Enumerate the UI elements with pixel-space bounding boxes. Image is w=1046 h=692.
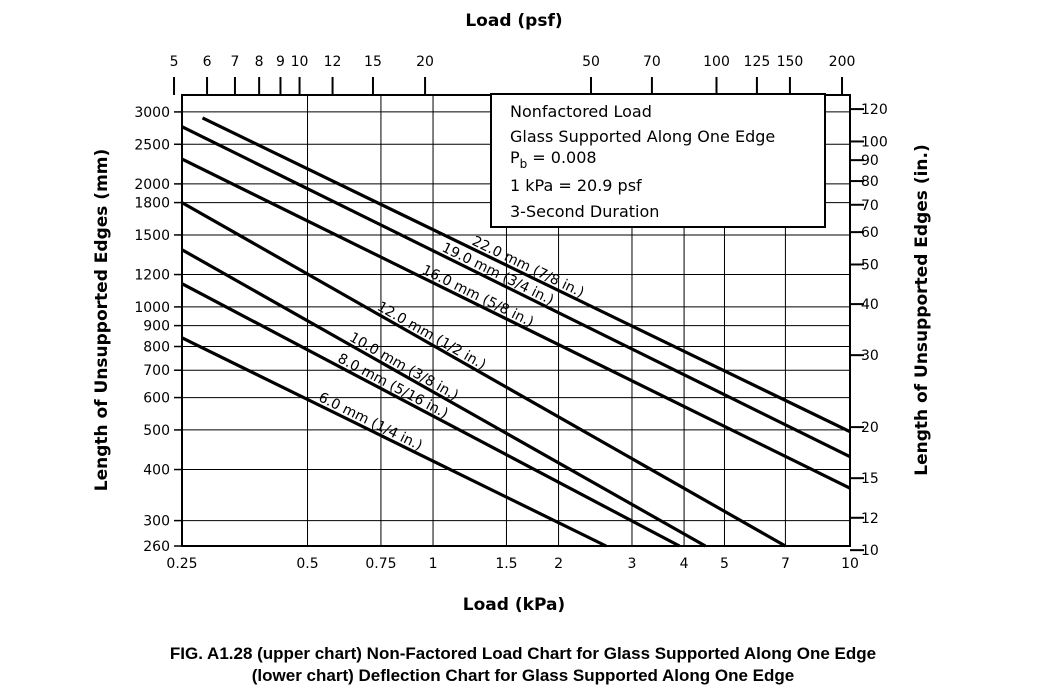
right-axis-ticks: 10 12 15 20 30 40 50 60 70 80 90 100 120 — [850, 102, 888, 559]
x-axis-ticks: 0.25 0.5 0.75 1 1.5 2 3 4 5 7 10 — [166, 556, 859, 572]
x-tick-label: 0.5 — [296, 556, 318, 572]
y-tick-label: 800 — [143, 340, 170, 356]
series-line — [181, 282, 681, 548]
top-tick-label: 125 — [744, 54, 771, 70]
x-tick-label: 0.25 — [166, 556, 197, 572]
top-tick-label: 20 — [416, 54, 434, 70]
series-line — [201, 116, 851, 434]
y-tick-label: 2500 — [134, 137, 170, 153]
right-tick-label: 10 — [861, 543, 879, 559]
legend-line-3: Pb = 0.008 — [510, 148, 597, 171]
pb-subscript: b — [520, 157, 528, 171]
right-tick-label: 20 — [861, 420, 879, 436]
right-tick-label: 90 — [861, 153, 879, 169]
x-tick-label: 0.75 — [365, 556, 396, 572]
top-tick-label: 8 — [255, 54, 264, 70]
left-axis-title: Length of Unsupported Edges (mm) — [92, 149, 112, 492]
top-tick-label: 15 — [364, 54, 382, 70]
top-tick-label: 6 — [203, 54, 212, 70]
right-axis-title: Length of Unsupported Edges (in.) — [912, 144, 932, 476]
x-axis-title: Load (kPa) — [463, 595, 565, 615]
y-axis-ticks: 260 300 400 500 600 700 800 900 1000 1200 1500 1800… — [134, 105, 182, 555]
series-line — [181, 248, 707, 548]
top-tick-label: 70 — [643, 54, 661, 70]
y-tick-label: 260 — [143, 539, 170, 555]
top-tick-label: 9 — [276, 54, 285, 70]
top-tick-label: 7 — [230, 54, 239, 70]
top-tick-label: 10 — [291, 54, 309, 70]
series-line — [181, 125, 851, 459]
pb-value: = 0.008 — [532, 148, 596, 167]
y-tick-label: 500 — [143, 423, 170, 439]
series-line — [181, 157, 851, 490]
y-tick-label: 600 — [143, 391, 170, 407]
right-tick-label: 60 — [861, 225, 879, 241]
top-tick-label: 200 — [829, 54, 856, 70]
top-tick-label: 150 — [777, 54, 804, 70]
x-tick-label: 5 — [720, 556, 729, 572]
grid — [181, 95, 851, 547]
x-tick-label: 4 — [680, 556, 689, 572]
right-tick-label: 100 — [861, 134, 888, 150]
x-tick-label: 2 — [554, 556, 563, 572]
y-tick-label: 1500 — [134, 228, 170, 244]
y-tick-label: 300 — [143, 514, 170, 530]
right-tick-label: 50 — [861, 257, 879, 273]
legend-box: Nonfactored Load Glass Supported Along O… — [490, 93, 826, 228]
y-tick-label: 1200 — [134, 268, 170, 284]
caption-line-1: FIG. A1.28 (upper chart) Non-Factored Lo… — [169, 644, 877, 663]
right-tick-label: 12 — [861, 511, 879, 527]
x-tick-label: 3 — [628, 556, 637, 572]
pb-symbol: P — [510, 148, 520, 167]
y-tick-label: 1800 — [134, 196, 170, 212]
right-tick-label: 40 — [861, 297, 879, 313]
y-tick-label: 400 — [143, 463, 170, 479]
top-tick-label: 12 — [324, 54, 342, 70]
y-tick-label: 2000 — [134, 177, 170, 193]
right-tick-label: 30 — [861, 348, 879, 364]
x-tick-label: 1.5 — [495, 556, 517, 572]
top-axis-title: Load (psf) — [465, 11, 562, 31]
x-tick-label: 10 — [841, 556, 859, 572]
legend-line-1: Nonfactored Load — [510, 102, 652, 121]
series-line — [181, 336, 607, 548]
top-tick-label: 100 — [703, 54, 730, 70]
legend-frame — [490, 93, 826, 228]
y-tick-label: 3000 — [134, 105, 170, 121]
y-tick-label: 900 — [143, 319, 170, 335]
legend-line-2: Glass Supported Along One Edge — [510, 127, 775, 146]
right-tick-label: 120 — [861, 102, 888, 118]
x-tick-label: 1 — [429, 556, 438, 572]
right-tick-label: 80 — [861, 174, 879, 190]
top-tick-label: 50 — [582, 54, 600, 70]
x-tick-label: 7 — [781, 556, 790, 572]
series-line — [181, 201, 787, 548]
top-axis-ticks: 5 6 7 8 9 10 12 15 20 50 70 100 125 150 200 — [170, 54, 856, 95]
caption-line-2: (lower chart) Deflection Chart for Glass… — [251, 666, 795, 685]
right-tick-label: 15 — [861, 471, 879, 487]
legend-line-4: 1 kPa = 20.9 psf — [510, 176, 642, 195]
right-tick-label: 70 — [861, 198, 879, 214]
y-tick-label: 700 — [143, 363, 170, 379]
y-tick-label: 1000 — [134, 300, 170, 316]
legend-line-5: 3-Second Duration — [510, 202, 659, 221]
top-tick-label: 5 — [170, 54, 179, 70]
